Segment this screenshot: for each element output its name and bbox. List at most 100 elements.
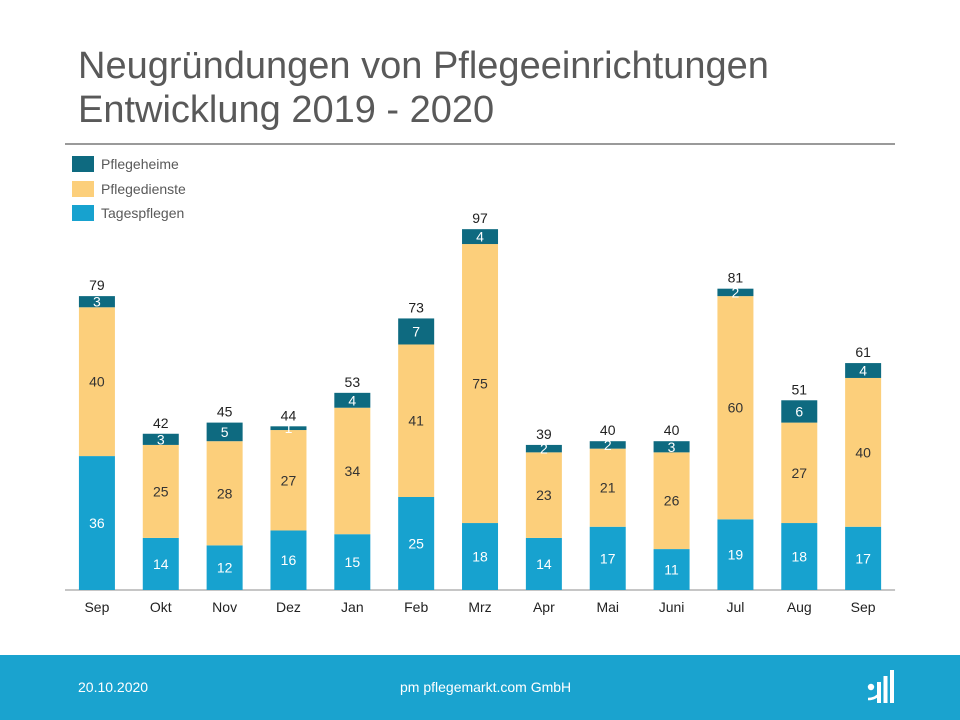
footer-date: 20.10.2020 [78, 679, 149, 695]
data-label-pflegeheime-6: 4 [476, 229, 484, 245]
data-label-tagespflegen-11: 18 [791, 549, 807, 565]
bar-pflegedienste-11 [781, 422, 818, 524]
bar-tagespflegen-11 [781, 523, 818, 590]
total-label-6: 97 [472, 210, 488, 226]
total-label-7: 39 [536, 426, 552, 442]
bar-pflegeheime-12 [845, 363, 882, 378]
total-label-11: 51 [791, 381, 807, 397]
total-label-2: 45 [217, 404, 233, 420]
total-label-8: 40 [600, 422, 616, 438]
bar-pflegedienste-3 [270, 430, 307, 531]
bar-tagespflegen-6 [462, 523, 499, 590]
legend-item-pflegedienste: Pflegedienste [72, 177, 186, 202]
stacked-bar-chart: 3640379Sep1425342Okt1228545Nov1627144Dez… [65, 210, 896, 615]
bar-tagespflegen-1 [142, 537, 179, 590]
x-tick-label-5: Feb [404, 599, 428, 615]
x-tick-label-3: Dez [276, 599, 301, 615]
bar-tagespflegen-8 [589, 526, 626, 590]
x-tick-label-10: Jul [726, 599, 744, 615]
legend-swatch-tagespflegen [72, 205, 94, 222]
data-label-tagespflegen-8: 17 [600, 550, 616, 566]
bar-pflegedienste-1 [142, 444, 179, 538]
bar-tagespflegen-12 [845, 526, 882, 590]
x-tick-label-4: Jan [341, 599, 364, 615]
data-label-pflegedienste-5: 41 [408, 413, 424, 429]
data-label-pflegedienste-8: 21 [600, 480, 616, 496]
bar-pflegedienste-2 [206, 441, 243, 546]
total-label-5: 73 [408, 299, 424, 315]
bar-pflegedienste-10 [717, 296, 754, 520]
bar-tagespflegen-2 [206, 545, 243, 590]
data-label-tagespflegen-4: 15 [345, 554, 361, 570]
data-label-pflegedienste-3: 27 [281, 472, 297, 488]
data-label-pflegedienste-0: 40 [89, 374, 105, 390]
bar-pflegeheime-5 [398, 318, 435, 345]
bar-pflegedienste-8 [589, 448, 626, 527]
bar-pflegedienste-0 [78, 307, 115, 457]
bar-tagespflegen-5 [398, 497, 435, 590]
title-divider [65, 143, 895, 145]
total-label-1: 42 [153, 415, 169, 431]
bar-pflegedienste-6 [462, 244, 499, 524]
bar-pflegeheime-4 [334, 392, 371, 408]
bar-pflegeheime-2 [206, 422, 243, 442]
data-label-pflegeheime-5: 7 [412, 323, 420, 339]
legend-item-pflegeheime: Pflegeheime [72, 152, 186, 177]
footer-company: pm pflegemarkt.com GmbH [400, 679, 572, 695]
x-tick-label-2: Nov [212, 599, 237, 615]
bar-pflegeheime-10 [717, 288, 754, 297]
bar-tagespflegen-3 [270, 530, 307, 590]
data-label-tagespflegen-2: 12 [217, 560, 233, 576]
data-label-tagespflegen-10: 19 [728, 547, 744, 563]
bar-pflegedienste-7 [525, 452, 562, 538]
data-label-tagespflegen-9: 11 [664, 562, 679, 578]
legend-swatch-pflegedienste [72, 180, 94, 197]
footer-bar: 20.10.2020 pm pflegemarkt.com GmbH [0, 655, 960, 720]
bar-pflegeheime-1 [142, 433, 179, 445]
data-label-pflegeheime-4: 4 [348, 392, 356, 408]
bar-pflegeheime-3 [270, 426, 307, 431]
data-label-tagespflegen-0: 36 [89, 515, 105, 531]
data-label-pflegedienste-1: 25 [153, 483, 169, 499]
x-tick-label-9: Juni [659, 599, 685, 615]
x-tick-label-11: Aug [787, 599, 812, 615]
data-label-pflegedienste-9: 26 [664, 493, 680, 509]
x-tick-label-12: Sep [851, 599, 876, 615]
x-tick-label-8: Mai [596, 599, 619, 615]
data-label-pflegeheime-9: 3 [668, 439, 676, 455]
data-label-tagespflegen-3: 16 [281, 552, 297, 568]
data-label-pflegeheime-2: 5 [221, 424, 229, 440]
total-label-3: 44 [281, 407, 297, 423]
legend-label-pflegedienste: Pflegedienste [101, 180, 186, 197]
data-label-pflegeheime-8: 2 [604, 437, 612, 453]
pflegemarkt-logo-icon [867, 670, 894, 703]
total-label-9: 40 [664, 422, 680, 438]
legend-swatch-pflegeheime [72, 156, 94, 173]
total-label-0: 79 [89, 277, 105, 293]
bar-pflegeheime-0 [78, 296, 115, 308]
data-label-pflegedienste-11: 27 [791, 465, 807, 481]
bar-pflegeheime-9 [653, 441, 690, 453]
data-label-pflegeheime-12: 4 [859, 363, 867, 379]
bar-pflegeheime-8 [589, 441, 626, 449]
bar-tagespflegen-9 [653, 549, 690, 590]
data-label-tagespflegen-6: 18 [472, 549, 488, 565]
total-label-12: 61 [855, 344, 871, 360]
title-line-2: Entwicklung 2019 - 2020 [78, 89, 495, 131]
data-label-pflegeheime-7: 2 [540, 441, 548, 457]
bar-pflegeheime-11 [781, 400, 818, 423]
bar-tagespflegen-10 [717, 519, 754, 590]
x-tick-label-0: Sep [84, 599, 109, 615]
data-label-pflegedienste-10: 60 [728, 400, 744, 416]
bar-pflegedienste-9 [653, 452, 690, 550]
title-line-1: Neugründungen von Pflegeeinrichtungen [78, 45, 769, 87]
total-label-10: 81 [728, 270, 744, 286]
data-label-pflegeheime-3: 1 [285, 420, 293, 436]
x-tick-label-6: Mrz [468, 599, 491, 615]
data-label-pflegedienste-12: 40 [855, 444, 871, 460]
chart-title: Neugründungen von Pflegeeinrichtungen En… [78, 44, 769, 132]
bar-tagespflegen-0 [78, 456, 115, 590]
data-label-pflegeheime-0: 3 [93, 294, 101, 310]
data-label-tagespflegen-12: 17 [855, 550, 871, 566]
legend: Pflegeheime Pflegedienste Tagespflegen [72, 152, 186, 226]
